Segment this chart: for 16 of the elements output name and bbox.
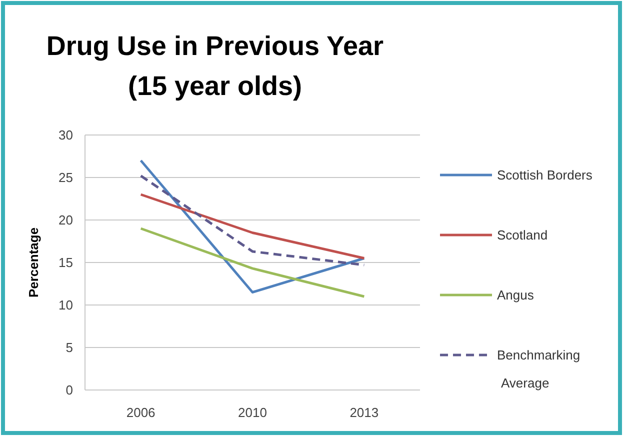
y-tick-label: 10	[58, 298, 73, 313]
x-tick-label: 2013	[350, 405, 379, 420]
y-axis-title: Percentage	[26, 227, 41, 298]
y-tick-label: 0	[66, 382, 73, 398]
x-tick-label: 2006	[126, 405, 156, 420]
y-tick-label: 5	[66, 340, 73, 356]
legend-label: Benchmarking Average	[497, 348, 580, 391]
y-tick-label: 25	[58, 170, 73, 186]
y-tick-label: 15	[58, 255, 73, 270]
x-tick-label: 2010	[238, 405, 267, 420]
y-tick-label: 20	[58, 212, 73, 228]
legend-label: Scotland	[497, 228, 548, 243]
chart-title: Drug Use in Previous Year (15 year olds)	[46, 31, 384, 101]
legend-label: Angus	[497, 288, 534, 303]
y-tick-label: 30	[58, 128, 73, 143]
legend-label: Scottish Borders	[497, 168, 593, 183]
